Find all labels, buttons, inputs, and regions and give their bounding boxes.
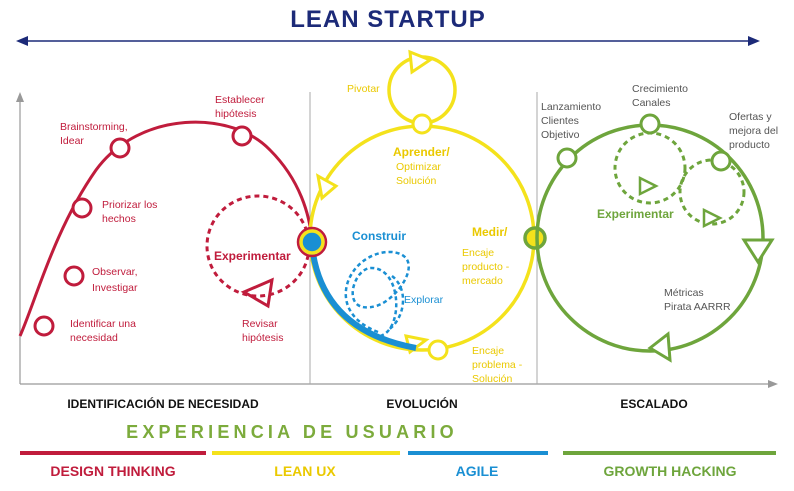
svg-text:producto: producto bbox=[729, 139, 770, 151]
page-title: LEAN STARTUP bbox=[290, 6, 486, 33]
design-thinking-curve bbox=[18, 120, 314, 337]
svg-text:hipótesis: hipótesis bbox=[215, 108, 256, 120]
label-green-experimentar: Experimentar bbox=[597, 207, 674, 221]
yellow-arrow-left-icon bbox=[315, 173, 339, 201]
junction-node-right bbox=[523, 226, 547, 250]
svg-text:Clientes: Clientes bbox=[541, 115, 579, 127]
step-node-4 bbox=[109, 137, 131, 159]
green-arrow-right-icon bbox=[741, 238, 775, 265]
label-observar: Observar, bbox=[92, 266, 138, 278]
label-pivotar: Pivotar bbox=[347, 83, 380, 95]
green-node-ofertas bbox=[710, 150, 732, 172]
svg-text:problema -: problema - bbox=[472, 359, 523, 371]
column-evolucion: EVOLUCIÓN bbox=[386, 396, 457, 411]
label-red-experimentar: Experimentar bbox=[214, 249, 291, 263]
label-lanzamiento: Lanzamiento bbox=[541, 101, 601, 113]
label-encaje-problema: Encaje bbox=[472, 345, 504, 357]
legend-growth-hacking: GROWTH HACKING bbox=[604, 463, 737, 479]
label-explorar: Explorar bbox=[404, 294, 444, 306]
label-crecimiento: Crecimiento bbox=[632, 83, 688, 95]
label-brainstorming: Brainstorming, bbox=[60, 121, 128, 133]
svg-text:Idear: Idear bbox=[60, 135, 84, 147]
step-node-2 bbox=[63, 265, 85, 287]
green-arrow-bottom-icon bbox=[647, 331, 672, 363]
legend-agile: AGILE bbox=[456, 463, 499, 479]
label-encaje-producto: Encaje bbox=[462, 247, 494, 259]
svg-text:hipótesis: hipótesis bbox=[242, 332, 283, 344]
red-arrow-icon bbox=[240, 277, 274, 309]
pivot-arrow-icon bbox=[408, 49, 434, 75]
svg-text:hechos: hechos bbox=[102, 213, 136, 225]
agile-segment bbox=[309, 245, 417, 351]
svg-text:producto -: producto - bbox=[462, 261, 510, 273]
svg-text:Canales: Canales bbox=[632, 97, 671, 109]
svg-text:mercado: mercado bbox=[462, 275, 503, 287]
yellow-node-top bbox=[411, 113, 433, 135]
label-medir: Medir/ bbox=[472, 225, 508, 239]
legend: DESIGN THINKING LEAN UX AGILE GROWTH HAC… bbox=[20, 451, 776, 479]
legend-lean-ux: LEAN UX bbox=[274, 463, 336, 479]
green-inner-arrow-2-icon bbox=[702, 207, 723, 229]
step-node-1 bbox=[33, 315, 55, 337]
label-identificar: Identificar una bbox=[70, 318, 136, 330]
label-establecer: Establecer bbox=[215, 94, 265, 106]
legend-design-thinking: DESIGN THINKING bbox=[50, 463, 175, 479]
label-priorizar: Priorizar los bbox=[102, 199, 157, 211]
svg-text:Investigar: Investigar bbox=[92, 282, 138, 294]
step-node-3 bbox=[71, 197, 93, 219]
column-escalado: ESCALADO bbox=[620, 397, 687, 411]
svg-text:necesidad: necesidad bbox=[70, 332, 118, 344]
step-node-5 bbox=[231, 125, 253, 147]
experiencia-usuario-label: EXPERIENCIA DE USUARIO bbox=[126, 422, 458, 442]
svg-text:Solución: Solución bbox=[396, 175, 436, 187]
green-node-lanzamiento bbox=[556, 147, 578, 169]
yellow-node-bottom bbox=[427, 339, 449, 361]
label-metricas: Métricas bbox=[664, 287, 704, 299]
label-construir: Construir bbox=[352, 229, 406, 243]
growth-hacking-loop bbox=[535, 113, 775, 363]
column-identificacion: IDENTIFICACIÓN DE NECESIDAD bbox=[67, 396, 259, 411]
svg-text:Optimizar: Optimizar bbox=[396, 161, 441, 173]
svg-text:Objetivo: Objetivo bbox=[541, 129, 580, 141]
svg-text:Pirata AARRR: Pirata AARRR bbox=[664, 301, 731, 313]
green-node-crecimiento bbox=[639, 113, 661, 135]
label-aprender: Aprender/ bbox=[393, 145, 450, 159]
junction-node-left bbox=[299, 229, 325, 255]
svg-text:Solución: Solución bbox=[472, 373, 512, 385]
label-revisar: Revisar bbox=[242, 318, 278, 330]
label-ofertas: Ofertas y bbox=[729, 111, 772, 123]
svg-text:mejora del: mejora del bbox=[729, 125, 778, 137]
green-inner-arrow-1-icon bbox=[638, 175, 659, 197]
timeline-arrow bbox=[16, 36, 760, 46]
